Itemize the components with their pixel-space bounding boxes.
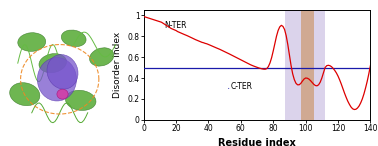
- Text: C-TER: C-TER: [231, 82, 253, 91]
- Ellipse shape: [39, 54, 67, 73]
- Y-axis label: Disorder index: Disorder index: [113, 32, 122, 98]
- Ellipse shape: [61, 30, 86, 47]
- X-axis label: Residue index: Residue index: [218, 138, 296, 146]
- Ellipse shape: [10, 83, 40, 106]
- Bar: [301, 10, 314, 120]
- Ellipse shape: [37, 58, 76, 101]
- Ellipse shape: [47, 55, 78, 89]
- Ellipse shape: [65, 90, 96, 110]
- Ellipse shape: [18, 33, 46, 51]
- Text: N-TER: N-TER: [165, 21, 187, 30]
- Ellipse shape: [90, 48, 114, 66]
- Circle shape: [57, 89, 68, 99]
- Bar: [285, 10, 325, 120]
